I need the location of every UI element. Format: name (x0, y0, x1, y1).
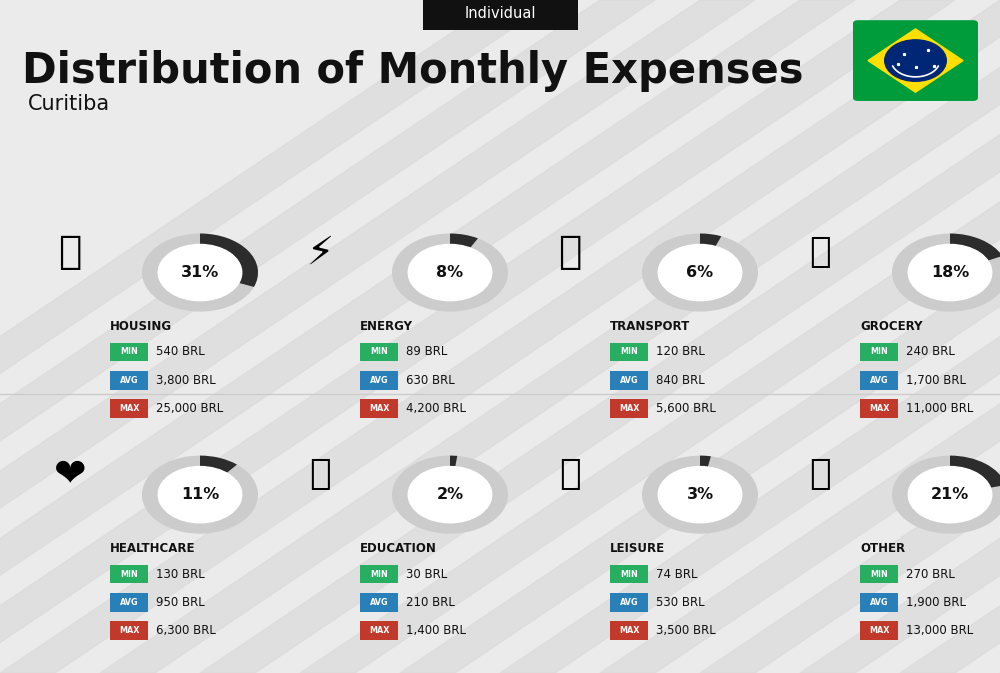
Wedge shape (642, 456, 758, 534)
FancyBboxPatch shape (860, 565, 898, 583)
Text: 4,200 BRL: 4,200 BRL (406, 402, 466, 415)
Text: Individual: Individual (464, 6, 536, 21)
Text: 2%: 2% (436, 487, 464, 502)
Text: AVG: AVG (620, 598, 638, 607)
Text: MIN: MIN (120, 569, 138, 579)
FancyBboxPatch shape (610, 343, 648, 361)
FancyBboxPatch shape (110, 399, 148, 418)
Text: HOUSING: HOUSING (110, 320, 172, 333)
Text: ENERGY: ENERGY (360, 320, 413, 333)
Circle shape (885, 40, 946, 81)
Text: 240 BRL: 240 BRL (906, 345, 955, 359)
Text: 89 BRL: 89 BRL (406, 345, 447, 359)
Text: 21%: 21% (931, 487, 969, 502)
Wedge shape (642, 234, 758, 312)
Text: AVG: AVG (120, 598, 138, 607)
Wedge shape (200, 234, 258, 287)
FancyBboxPatch shape (422, 0, 578, 30)
Text: 13,000 BRL: 13,000 BRL (906, 624, 973, 637)
Polygon shape (700, 0, 1000, 673)
FancyBboxPatch shape (860, 621, 898, 640)
Text: GROCERY: GROCERY (860, 320, 922, 333)
Text: OTHER: OTHER (860, 542, 905, 555)
Wedge shape (142, 456, 258, 534)
Text: MIN: MIN (620, 569, 638, 579)
FancyBboxPatch shape (610, 565, 648, 583)
Circle shape (158, 466, 242, 523)
Polygon shape (400, 0, 1000, 673)
Text: 5,600 BRL: 5,600 BRL (656, 402, 716, 415)
Text: 3,500 BRL: 3,500 BRL (656, 624, 716, 637)
Wedge shape (892, 456, 1000, 534)
Wedge shape (450, 456, 457, 467)
Text: 630 BRL: 630 BRL (406, 374, 455, 387)
Polygon shape (500, 0, 1000, 673)
Circle shape (408, 466, 492, 523)
FancyBboxPatch shape (360, 593, 398, 612)
FancyBboxPatch shape (110, 371, 148, 390)
Circle shape (908, 244, 992, 301)
Text: 6%: 6% (686, 265, 714, 280)
Circle shape (158, 244, 242, 301)
Text: 💰: 💰 (809, 458, 831, 491)
FancyBboxPatch shape (110, 621, 148, 640)
Text: AVG: AVG (120, 376, 138, 385)
Text: 130 BRL: 130 BRL (156, 567, 205, 581)
FancyBboxPatch shape (360, 399, 398, 418)
Polygon shape (900, 0, 1000, 673)
Text: Curitiba: Curitiba (28, 94, 110, 114)
Text: 🏢: 🏢 (58, 234, 82, 271)
FancyBboxPatch shape (110, 343, 148, 361)
Circle shape (658, 466, 742, 523)
Polygon shape (200, 0, 1000, 673)
Wedge shape (200, 456, 237, 473)
Text: 🛍: 🛍 (559, 458, 581, 491)
Text: MAX: MAX (119, 626, 139, 635)
Text: AVG: AVG (870, 376, 888, 385)
Text: MAX: MAX (119, 404, 139, 413)
Text: 1,400 BRL: 1,400 BRL (406, 624, 466, 637)
Text: 11,000 BRL: 11,000 BRL (906, 402, 973, 415)
Text: HEALTHCARE: HEALTHCARE (110, 542, 196, 555)
Text: 1,900 BRL: 1,900 BRL (906, 596, 966, 609)
Wedge shape (392, 234, 508, 312)
Text: EDUCATION: EDUCATION (360, 542, 437, 555)
FancyBboxPatch shape (110, 565, 148, 583)
Text: MAX: MAX (369, 626, 389, 635)
Text: 210 BRL: 210 BRL (406, 596, 455, 609)
Text: MIN: MIN (370, 569, 388, 579)
Text: MAX: MAX (869, 404, 889, 413)
Text: MAX: MAX (369, 404, 389, 413)
Text: 950 BRL: 950 BRL (156, 596, 205, 609)
Polygon shape (800, 0, 1000, 673)
Text: 530 BRL: 530 BRL (656, 596, 705, 609)
Wedge shape (700, 456, 711, 467)
FancyBboxPatch shape (110, 593, 148, 612)
Text: 11%: 11% (181, 487, 219, 502)
Text: 31%: 31% (181, 265, 219, 280)
Text: 540 BRL: 540 BRL (156, 345, 205, 359)
FancyBboxPatch shape (860, 371, 898, 390)
Text: MIN: MIN (620, 347, 638, 357)
Text: 120 BRL: 120 BRL (656, 345, 705, 359)
FancyBboxPatch shape (853, 20, 978, 101)
Text: MAX: MAX (619, 626, 639, 635)
Text: 74 BRL: 74 BRL (656, 567, 698, 581)
Text: AVG: AVG (370, 376, 388, 385)
Text: MIN: MIN (120, 347, 138, 357)
Text: 270 BRL: 270 BRL (906, 567, 955, 581)
Text: MIN: MIN (370, 347, 388, 357)
FancyBboxPatch shape (860, 593, 898, 612)
Wedge shape (142, 234, 258, 312)
Polygon shape (300, 0, 1000, 673)
Polygon shape (0, 0, 955, 673)
Text: 🎓: 🎓 (309, 458, 331, 491)
Wedge shape (450, 234, 478, 248)
Polygon shape (100, 0, 1000, 673)
Wedge shape (392, 456, 508, 534)
FancyBboxPatch shape (360, 343, 398, 361)
FancyBboxPatch shape (360, 565, 398, 583)
Polygon shape (0, 0, 655, 673)
Text: ⚡: ⚡ (306, 234, 334, 271)
